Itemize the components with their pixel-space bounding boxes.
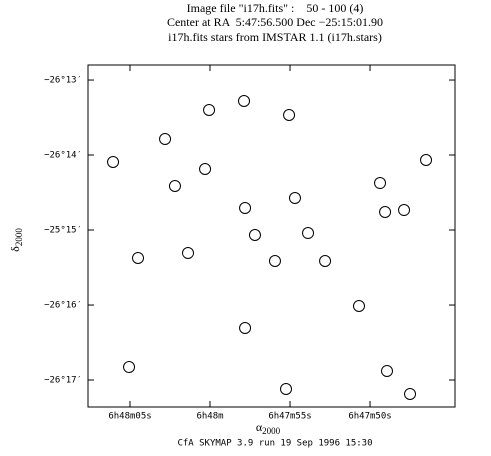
star-marker	[404, 387, 417, 400]
star-marker	[199, 162, 212, 175]
star-marker	[123, 360, 136, 373]
star-marker	[239, 322, 252, 335]
star-marker	[280, 383, 293, 395]
footer: CfA SKYMAP 3.9 run 19 Sep 1996 15:30	[177, 439, 372, 449]
y-label-subscript: 2000	[14, 228, 24, 247]
star-marker	[302, 227, 315, 240]
x-tick-label: 6h48m05s	[108, 412, 151, 422]
y-tick-label: −26°16′	[44, 301, 82, 311]
star-marker	[168, 180, 181, 193]
star-marker	[159, 133, 172, 146]
star-marker	[352, 300, 365, 313]
y-tick-label: −26°17′	[44, 376, 82, 386]
star-marker	[379, 206, 392, 219]
y-tick-label: −25°15′	[44, 226, 82, 236]
star-marker	[248, 229, 261, 242]
star-marker	[182, 247, 195, 260]
y-label-symbol: δ	[8, 246, 22, 252]
title-line: Center at RA 5:47:56.500 Dec −25:15:01.9…	[167, 15, 383, 29]
x-tick-label: 6h48m	[196, 412, 223, 422]
star-marker	[420, 153, 433, 166]
star-marker	[398, 204, 411, 217]
x-label-symbol: α	[256, 420, 263, 434]
y-axis-label: δ2000	[8, 228, 24, 252]
title-line: i17h.fits stars from IMSTAR 1.1 (i17h.st…	[168, 30, 382, 44]
star-marker	[203, 104, 216, 116]
star-marker	[132, 252, 145, 265]
y-tick-label: −26°14′	[44, 151, 82, 161]
star-marker	[239, 202, 252, 215]
x-tick-label: 6h47m55s	[268, 412, 311, 422]
star-marker	[283, 108, 296, 121]
x-axis-label: α2000	[256, 420, 281, 436]
plot-frame	[87, 64, 456, 408]
star-marker	[319, 255, 332, 268]
star-marker	[107, 156, 120, 169]
title-line: Image file "i17h.fits" : 50 - 100 (4)	[187, 1, 364, 15]
star-marker	[268, 255, 281, 268]
x-tick-label: 6h47m50s	[348, 412, 391, 422]
star-marker	[288, 192, 301, 205]
star-marker	[380, 365, 393, 377]
x-label-subscript: 2000	[262, 426, 281, 436]
y-tick-label: −26°13′	[44, 76, 82, 86]
star-marker	[374, 177, 387, 190]
star-marker	[238, 95, 251, 107]
